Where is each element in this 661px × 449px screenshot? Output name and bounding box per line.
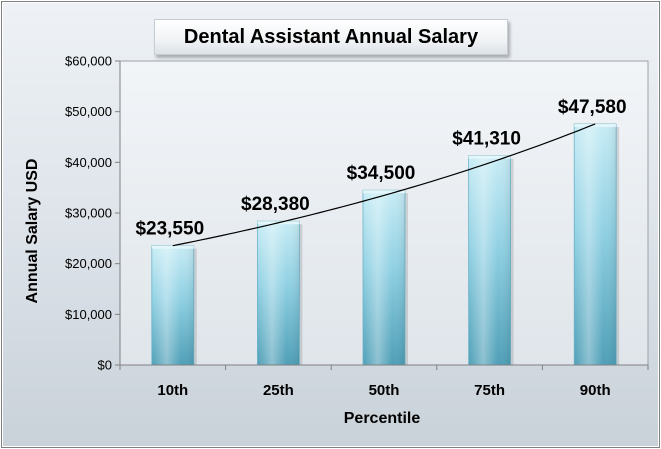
data-label: $23,550 (135, 219, 204, 240)
bars-layer (151, 123, 620, 366)
bar-highlight (257, 221, 300, 365)
axes-layer: $0 $10,000 $20,000 $30,000 $40,000 $50,000 $60… (65, 54, 649, 373)
data-label: $41,310 (452, 129, 521, 150)
data-label: $47,580 (558, 97, 627, 118)
bar-cap (151, 245, 194, 249)
bar-cap (574, 123, 617, 127)
data-label: $28,380 (241, 194, 310, 215)
bar-cap (363, 190, 405, 194)
bar-highlight (151, 245, 194, 365)
y-tick-label: $10,000 (65, 307, 112, 322)
y-tick-label: $0 (98, 358, 112, 373)
chart-title: Dental Assistant Annual Salary (183, 25, 479, 48)
bar-highlight (468, 155, 511, 365)
trendline (172, 123, 596, 247)
x-tick-label: 50th (369, 382, 400, 399)
x-axis-title: Percentile (344, 410, 421, 427)
x-tick-label: 10th (157, 382, 188, 399)
y-axis-title: Annual Salary USD (24, 159, 41, 304)
x-tick-label: 25th (263, 382, 294, 399)
x-tick-label: 75th (474, 382, 505, 399)
x-tick-label: 90th (580, 382, 611, 399)
chart-title-box: Dental Assistant Annual Salary (154, 19, 508, 55)
y-tick-label: $30,000 (65, 206, 112, 221)
y-tick-label: $20,000 (65, 256, 112, 271)
bar-highlight (574, 123, 617, 365)
y-tick-label: $40,000 (65, 155, 112, 170)
trend-layer (172, 123, 596, 247)
y-tick-label: $60,000 (65, 54, 112, 69)
bar-highlight (363, 190, 405, 365)
bar-cap (468, 155, 511, 159)
data-label: $34,500 (347, 163, 416, 184)
y-tick-label: $50,000 (65, 104, 112, 119)
labels-layer: $23,550 10th $28,380 25th $34,500 50th $41,310… (135, 97, 626, 399)
